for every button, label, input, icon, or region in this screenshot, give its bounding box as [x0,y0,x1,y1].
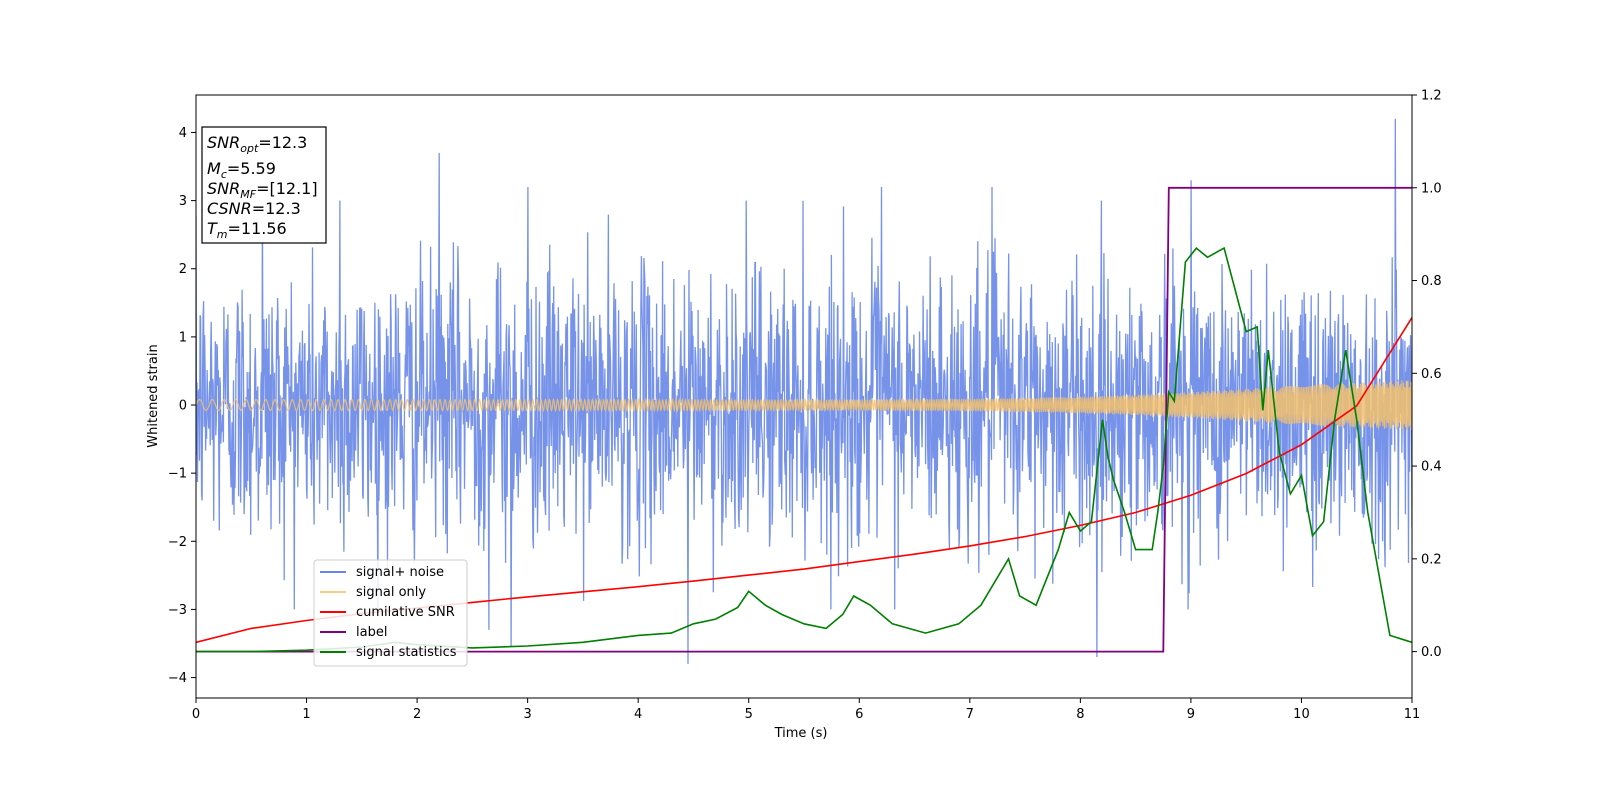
annotation-snr-mf: SNRMF=[12.1] [207,179,318,201]
y-left-tick-label: −4 [168,671,187,686]
y-left-tick-label: −1 [168,467,187,482]
y-left-tick-label: 4 [179,126,187,141]
y-left-tick-label: 1 [179,330,187,345]
x-tick-label: 6 [855,707,863,722]
x-axis: 0 1 2 3 4 5 6 7 8 9 10 11 [192,698,1420,722]
y-right-tick-label: 1.2 [1421,89,1442,104]
legend-frame [313,559,468,667]
annotation-snr-opt: SNRopt=12.3 [207,133,307,155]
y-right-tick-label: 0.8 [1421,274,1442,289]
annotation-csnr: CSNR=12.3 [207,199,301,218]
x-tick-label: 2 [413,707,421,722]
annotation-frame [201,126,327,244]
y-left-tick-label: 2 [179,262,187,277]
signal-noise-trace [196,118,1412,664]
series-signal-statistics [196,246,1412,653]
y-right-tick-label: 0.4 [1421,460,1442,475]
x-tick-label: 4 [634,707,642,722]
x-tick-label: 9 [1187,707,1195,722]
y-axis-left: −4 −3 −2 −1 0 1 2 3 4 [168,126,196,686]
x-tick-label: 7 [966,707,974,722]
annotation-box: SNRopt=12.3 Mc=5.59 SNRMF=[12.1] CSNR=12… [201,126,327,244]
x-tick-label: 1 [302,707,310,722]
legend: signal+ noise signal only cumilative SNR… [313,559,468,667]
y-axis-label: Whitened strain [146,344,161,447]
x-axis-label: Time (s) [774,726,828,741]
x-tick-label: 11 [1404,707,1421,722]
y-left-tick-label: −3 [168,603,187,618]
series-signal-noise [196,118,1412,664]
y-right-tick-label: 0.6 [1421,367,1442,382]
x-tick-label: 0 [192,707,200,722]
x-tick-label: 3 [523,707,531,722]
x-tick-label: 10 [1293,707,1310,722]
y-right-tick-label: 1.0 [1421,181,1442,196]
annotation-tm: Tm=11.56 [207,219,287,241]
legend-label-signal-statistics: signal statistics [356,645,457,660]
y-left-tick-label: −2 [168,535,187,550]
legend-label-cumulative-snr: cumilative SNR [356,605,455,620]
x-tick-label: 5 [745,707,753,722]
plot-frame [195,94,1413,699]
signal-only-trace [196,380,1412,431]
x-tick-label: 8 [1076,707,1084,722]
y-left-tick-label: 3 [179,194,187,209]
y-right-tick-label: 0.2 [1421,552,1442,567]
legend-label-signal-noise: signal+ noise [356,565,444,580]
legend-label-signal-only: signal only [356,585,426,600]
annotation-mc: Mc=5.59 [207,159,276,181]
y-right-tick-label: 0.0 [1421,645,1442,660]
y-left-tick-label: 0 [179,399,187,414]
y-axis-right: 0.0 0.2 0.4 0.6 0.8 1.0 1.2 [1412,89,1442,660]
series-signal-only [196,380,1412,431]
legend-label-label: label [356,625,387,640]
